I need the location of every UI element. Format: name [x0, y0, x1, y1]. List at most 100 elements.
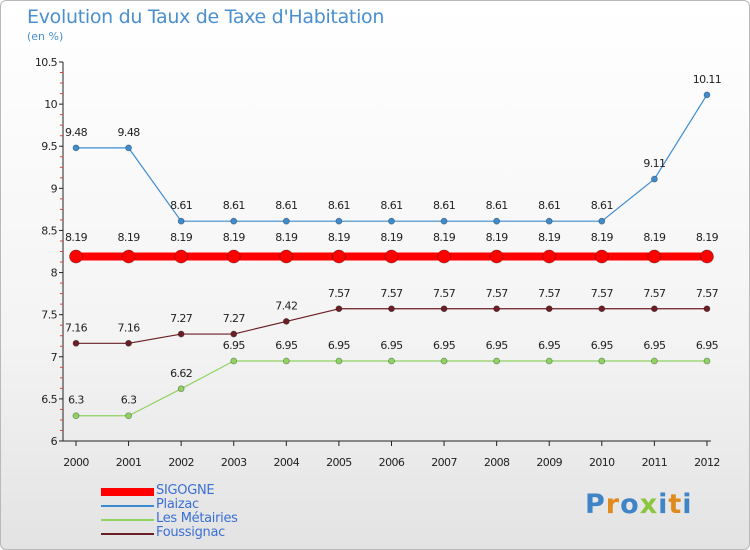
data-label: 8.61: [380, 199, 402, 212]
data-point: [598, 217, 606, 225]
x-tick-label: 2008: [484, 456, 510, 469]
legend-swatch: [101, 505, 154, 507]
data-point: [335, 357, 343, 365]
data-point: [703, 357, 711, 365]
data-point: [177, 385, 185, 393]
data-label: 7.16: [65, 321, 88, 334]
x-tick-label: 2004: [274, 456, 300, 469]
series-sigogne: 8.19 8.19 8.19 8.19 8.19 8.19 8.19 8.19 8.19 8.19…: [65, 231, 719, 264]
logo-letter: r: [605, 489, 621, 520]
data-point: [72, 339, 80, 347]
data-point: [125, 339, 132, 347]
data-label: 8.19: [591, 231, 614, 244]
data-point: [700, 249, 714, 264]
data-point: [177, 217, 185, 225]
x-tick-label: 2010: [589, 456, 615, 469]
data-label: 6.95: [696, 339, 719, 352]
x-tick-label: 2003: [221, 456, 247, 469]
y-tick-label: 9: [51, 182, 58, 195]
data-label: 6.95: [328, 339, 351, 352]
data-label: 6.95: [380, 339, 403, 352]
x-tick-label: 2001: [116, 456, 142, 469]
series-foussignac: 7.16 7.16 7.27 7.27 7.42 7.57 7.57 7.57 7.57 7.57…: [65, 287, 719, 347]
legend-swatch: [101, 488, 154, 496]
data-point: [230, 357, 238, 365]
x-tick-label: 2009: [536, 456, 562, 469]
x-tick-label: 2000: [63, 456, 89, 469]
data-point: [545, 357, 553, 365]
data-point: [335, 305, 343, 313]
data-label: 8.19: [223, 231, 246, 244]
data-label: 8.19: [275, 231, 298, 244]
data-label: 8.61: [328, 199, 350, 212]
data-label: 7.57: [538, 287, 561, 300]
legend-label: SIGOGNE: [156, 483, 215, 498]
y-tick-label: 6: [51, 435, 58, 448]
x-tick-label: 2007: [431, 456, 457, 469]
data-label: 7.27: [223, 312, 246, 325]
data-point: [174, 249, 189, 264]
data-label: 7.57: [433, 287, 456, 300]
data-point: [388, 217, 395, 225]
y-tick-label: 9.5: [41, 140, 57, 153]
data-label: 7.57: [643, 287, 666, 300]
data-label: 6.3: [68, 394, 84, 407]
y-tick-label: 7.5: [41, 309, 57, 322]
data-label: 8.61: [433, 199, 455, 212]
chart-title: Evolution du Taux de Taxe d'Habitation: [27, 6, 385, 28]
data-label: 8.19: [380, 231, 403, 244]
data-point: [598, 357, 606, 365]
data-label: 8.19: [643, 231, 666, 244]
data-point: [279, 249, 294, 264]
logo-letter: t: [668, 489, 683, 520]
data-point: [545, 305, 553, 313]
series-plaizac: 9.48 9.48 8.61 8.61 8.61 8.61 8.61 8.61 8.61 8.61…: [65, 73, 722, 225]
data-label: 7.16: [118, 321, 141, 334]
data-label: 8.61: [538, 199, 560, 212]
y-tick-label: 8.5: [41, 224, 57, 237]
data-label: 7.57: [696, 287, 719, 300]
data-label: 8.61: [170, 199, 192, 212]
proxiti-logo: Proxiti: [585, 489, 693, 520]
data-label: 8.19: [538, 231, 561, 244]
y-axis-unit: (en %): [27, 30, 64, 43]
data-point: [125, 412, 132, 420]
data-point: [282, 318, 290, 325]
series-les-metairies: 6.3 6.3 6.62 6.95 6.95 6.95 6.95 6.95 6.95 6.95 6.…: [68, 339, 719, 420]
data-label: 6.95: [433, 339, 456, 352]
legend-swatch: [101, 533, 154, 535]
data-label: 8.61: [486, 199, 508, 212]
data-label: 6.95: [486, 339, 509, 352]
data-point: [440, 305, 448, 313]
x-tick-label: 2012: [694, 456, 720, 469]
data-label: 10.11: [693, 73, 722, 86]
x-tick-label: 2005: [326, 456, 352, 469]
legend-swatch: [101, 519, 154, 521]
data-point: [703, 305, 711, 313]
data-point: [598, 305, 606, 313]
data-point: [703, 91, 711, 99]
data-point: [437, 249, 451, 264]
data-point: [388, 357, 395, 365]
data-label: 8.19: [486, 231, 509, 244]
data-label: 6.95: [223, 339, 246, 352]
data-point: [650, 305, 658, 313]
data-point: [647, 249, 662, 264]
logo-letter: o: [620, 489, 640, 520]
data-label: 6.95: [538, 339, 561, 352]
data-label: 8.19: [433, 231, 456, 244]
data-label: 8.19: [118, 231, 141, 244]
data-point: [335, 217, 343, 225]
x-tick-label: 2002: [168, 456, 194, 469]
data-label: 6.95: [275, 339, 298, 352]
logo-letter: i: [682, 489, 693, 520]
legend-label: Foussignac: [156, 525, 225, 540]
data-point: [72, 144, 80, 152]
x-tick-label: 2011: [642, 456, 668, 469]
data-point: [230, 330, 238, 338]
data-point: [282, 217, 290, 225]
data-point: [440, 217, 448, 225]
data-point: [594, 249, 609, 264]
